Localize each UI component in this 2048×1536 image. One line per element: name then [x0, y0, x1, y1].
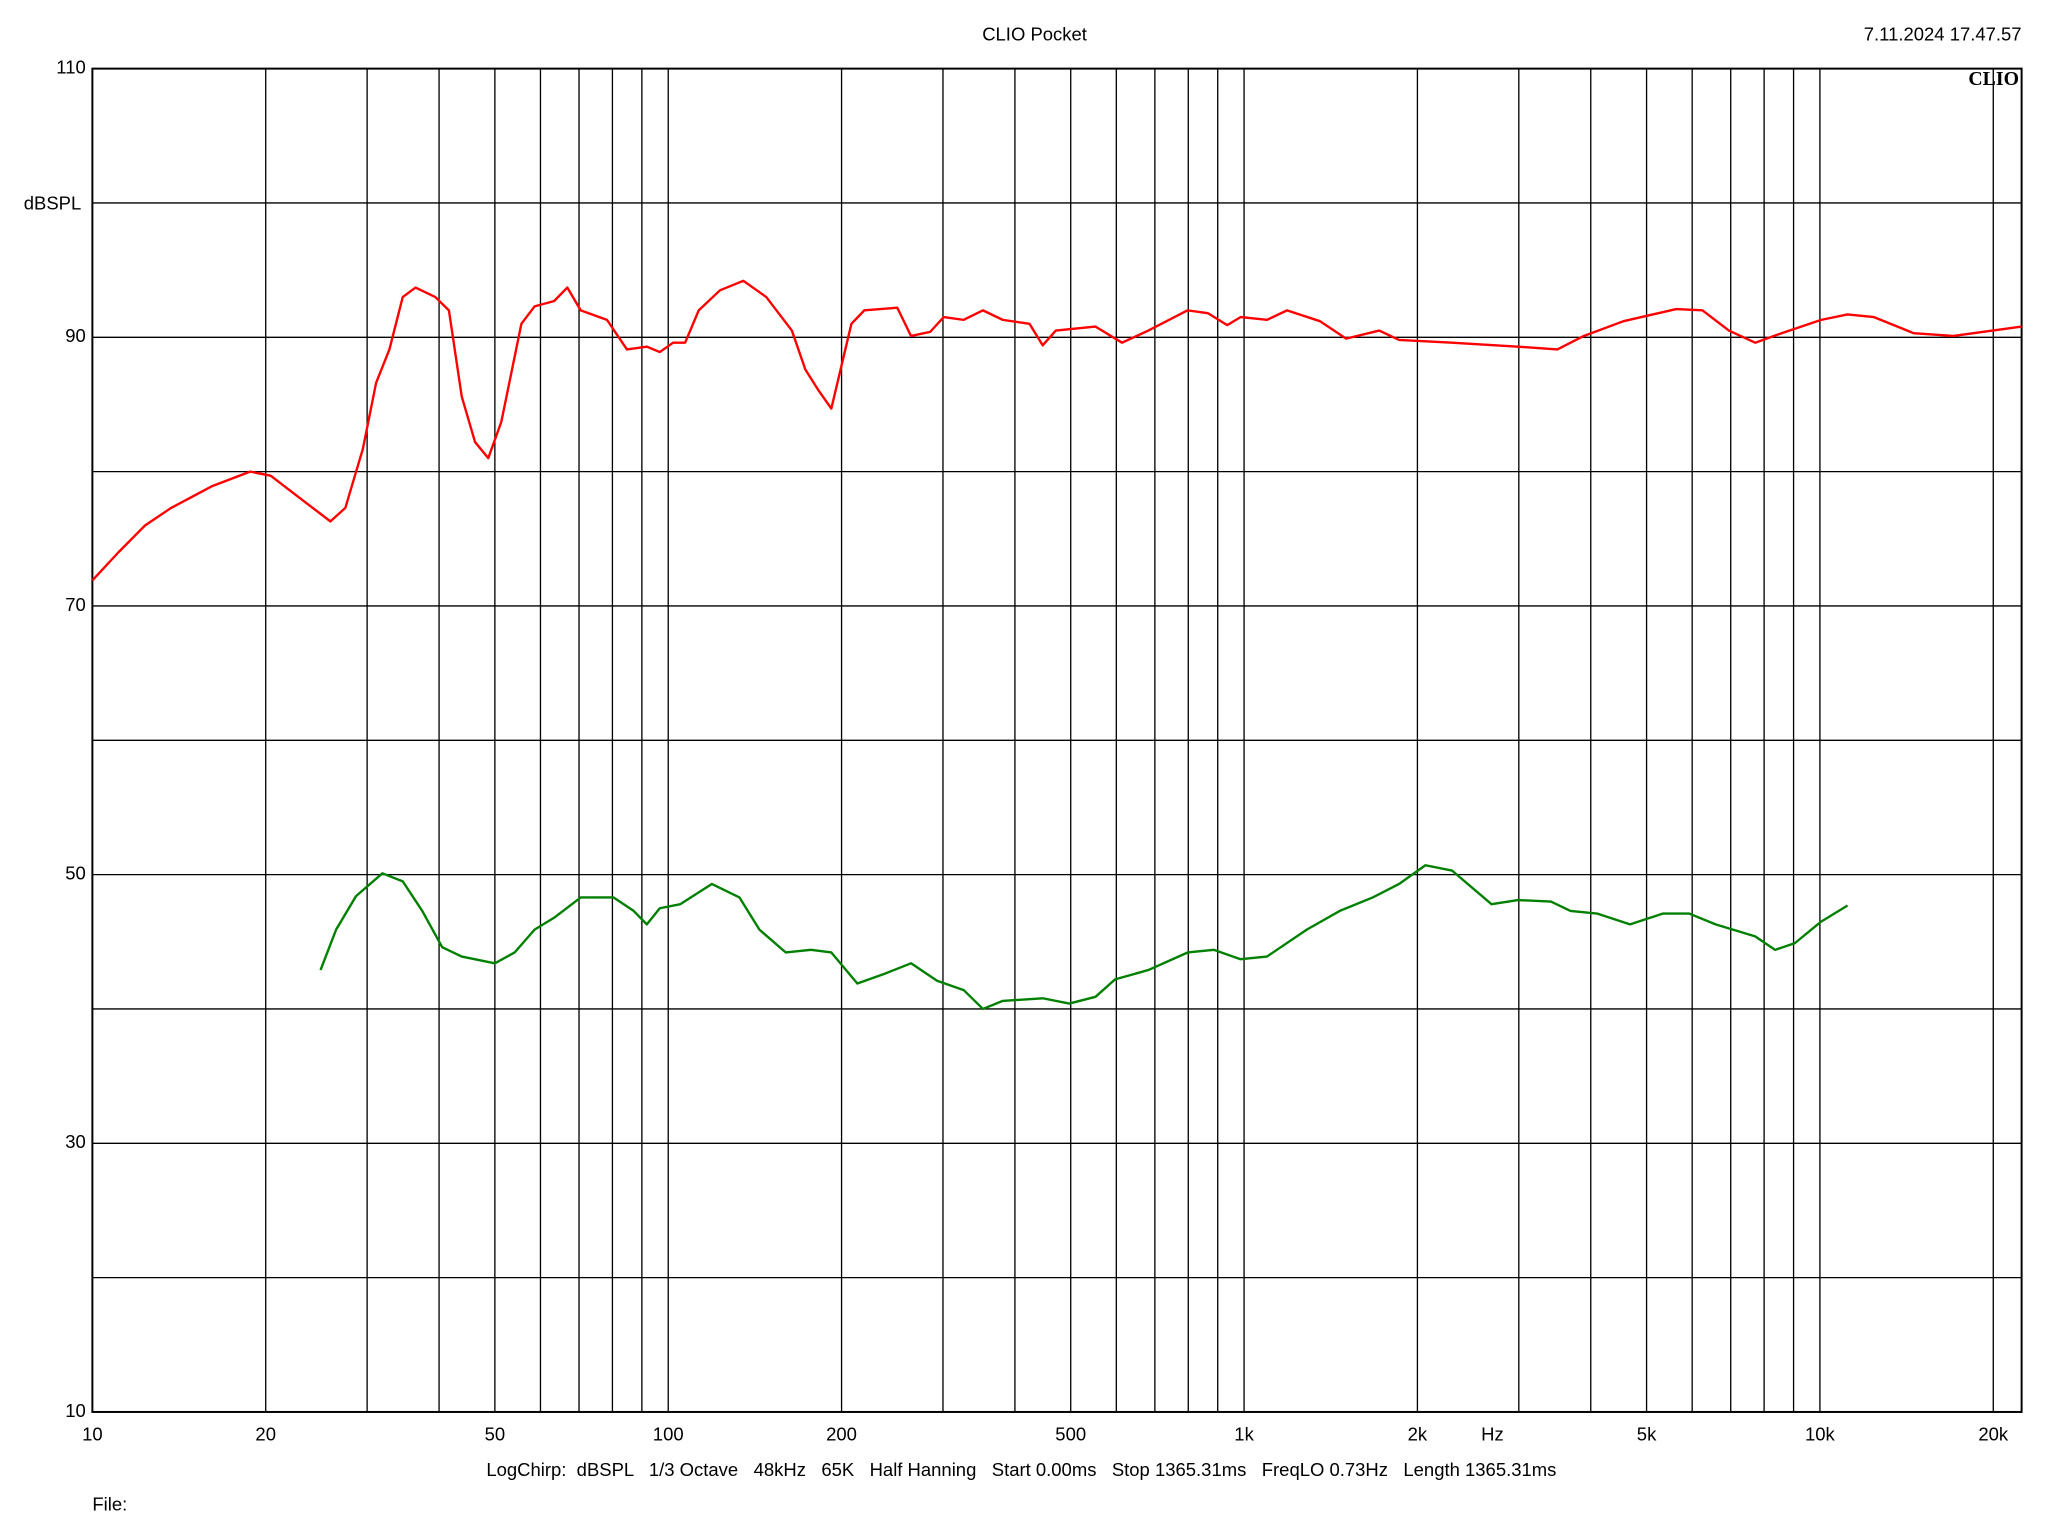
- plot-frame: [91, 67, 2023, 1413]
- y-tick-label: 30: [65, 1131, 86, 1152]
- x-tick-label: 100: [653, 1424, 684, 1445]
- timestamp: 7.11.2024 17.47.57: [1864, 24, 2022, 45]
- file-label: File:: [92, 1494, 127, 1515]
- x-tick-label: 50: [485, 1424, 506, 1445]
- x-tick-label: 10: [82, 1424, 103, 1445]
- y-tick-label: 90: [65, 325, 86, 346]
- chart-title: CLIO Pocket: [982, 24, 1087, 45]
- x-tick-label: 10k: [1805, 1424, 1836, 1445]
- y-tick-label: 110: [56, 56, 85, 77]
- x-axis-label: Hz: [1481, 1424, 1504, 1445]
- x-tick-label: 20: [255, 1424, 276, 1445]
- x-tick-label: 1k: [1234, 1424, 1254, 1445]
- footer: LogChirp: dBSPL 1/3 Octave 48kHz 65K Hal…: [486, 1459, 1556, 1480]
- y-axis-label: dBSPL: [24, 192, 82, 213]
- x-tick-label: 5k: [1637, 1424, 1657, 1445]
- y-tick-label: 10: [65, 1400, 86, 1421]
- series-line: [91, 279, 2022, 582]
- series-line: [319, 864, 1849, 1011]
- y-tick-label: 50: [65, 862, 86, 883]
- x-tick-label: 500: [1055, 1424, 1086, 1445]
- x-tick-label: 2k: [1408, 1424, 1428, 1445]
- y-tick-label: 70: [65, 594, 86, 615]
- x-tick-label: 200: [826, 1424, 857, 1445]
- x-tick-label: 20k: [1978, 1424, 2009, 1445]
